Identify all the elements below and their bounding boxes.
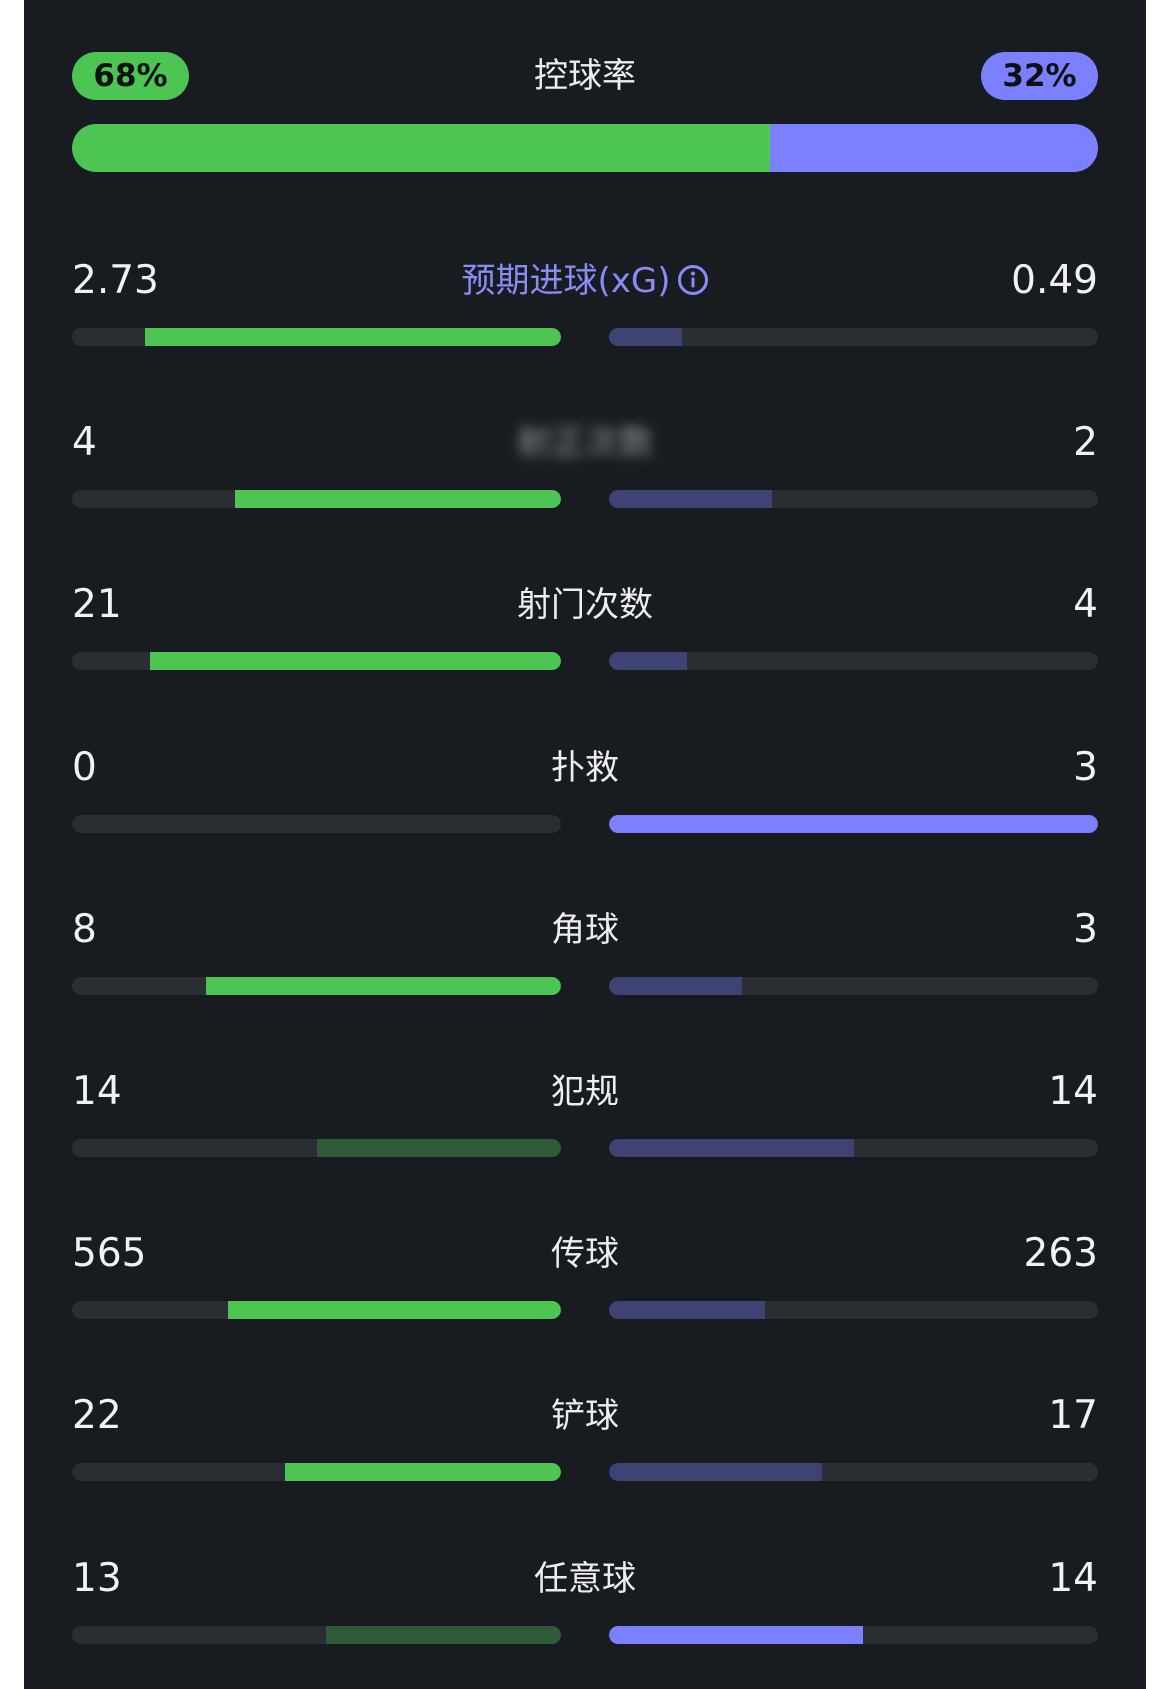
stat-label: 铲球 [72,1391,1098,1441]
possession-bar-home [72,124,770,172]
possession-bar [72,124,1098,172]
away-value: 2 [1073,420,1098,466]
stat-label: 扑救 [72,743,1098,793]
home-bar-fill [316,1139,561,1157]
stat-label-text: 任意球 [534,1558,636,1599]
home-bar-fill [234,490,561,509]
home-value: 2.73 [72,258,159,303]
stat-label-text: 射门次数 [517,585,653,626]
away-bar-fill [609,1301,765,1320]
home-bar-fill [325,1625,561,1644]
home-bar-track [72,976,561,995]
match-stats-panel: 68% 控球率 32% 2.73 预期进球(xG) 0.49 4 射正次数 2 21 射门次数… [24,0,1146,1689]
away-value: 14 [1048,1555,1098,1601]
home-bar-fill [145,328,561,346]
stat-row-shots: 21 射门次数 4 [72,580,1098,680]
home-bar-fill [205,976,561,995]
stat-label-text: 传球 [551,1234,619,1275]
home-bar-track [72,814,561,833]
home-bar-track [72,1463,561,1482]
stat-row-passes: 565 传球 263 [72,1229,1098,1329]
away-value: 17 [1048,1393,1098,1439]
home-value: 8 [72,906,97,952]
away-bar-track [609,1301,1098,1320]
away-bar-fill [609,1139,854,1157]
away-value: 0.49 [1011,258,1098,303]
stat-label-text: 射正次数 [517,423,653,464]
away-bar-track [609,1139,1098,1157]
away-bar-fill [609,328,683,346]
info-icon[interactable] [677,264,709,296]
home-bar-fill [285,1463,561,1482]
stat-label: 射门次数 [72,580,1098,630]
home-value: 0 [72,744,97,790]
stat-row-tackles: 22 铲球 17 [72,1391,1098,1491]
away-value: 3 [1073,744,1098,790]
home-bar-track [72,1139,561,1157]
stat-row-corners: 8 角球 3 [72,905,1098,1005]
home-value: 13 [72,1555,122,1601]
home-value: 565 [72,1231,147,1277]
stat-row-xg: 2.73 预期进球(xG) 0.49 [72,256,1098,356]
home-bar-track [72,652,561,671]
away-bar-fill [609,976,743,995]
away-bar-fill [609,490,772,509]
stat-label: 预期进球(xG) [72,256,1098,306]
stat-label-text: 扑救 [551,747,619,788]
home-value: 14 [72,1069,122,1114]
away-bar-track [609,652,1098,671]
home-bar-track [72,490,561,509]
home-possession-badge: 68% [72,52,189,100]
away-possession-badge: 32% [981,52,1098,100]
stat-row-saves: 0 扑救 3 [72,743,1098,843]
home-bar-track [72,1301,561,1320]
home-bar-track [72,328,561,346]
stat-label-text: 角球 [551,909,619,950]
away-bar-track [609,490,1098,509]
stat-label-text: 铲球 [551,1396,619,1437]
stat-row-freekicks: 13 任意球 14 [72,1554,1098,1654]
home-bar-fill [227,1301,561,1320]
stats-content: 68% 控球率 32% 2.73 预期进球(xG) 0.49 4 射正次数 2 21 射门次数… [72,0,1098,1689]
stat-label-text: 犯规 [551,1072,619,1112]
possession-bar-away [769,124,1098,172]
stat-label-text: 预期进球(xG) [461,261,671,301]
stat-row-blurred: 4 射正次数 2 [72,418,1098,518]
stat-row-fouls: 14 犯规 14 [72,1067,1098,1167]
away-value: 14 [1048,1069,1098,1114]
away-value: 4 [1073,582,1098,628]
away-bar-track [609,976,1098,995]
away-bar-track [609,1463,1098,1482]
away-bar-track [609,814,1098,833]
stat-label: 角球 [72,905,1098,955]
home-value: 21 [72,582,122,628]
possession-label: 控球率 [534,56,636,96]
stat-label: 射正次数 [72,418,1098,468]
home-value: 4 [72,420,97,466]
home-bar-fill [150,652,561,671]
away-value: 3 [1073,906,1098,952]
away-value: 263 [1023,1231,1098,1277]
home-bar-track [72,1625,561,1644]
away-bar-track [609,1625,1098,1644]
stat-label: 任意球 [72,1554,1098,1604]
away-bar-fill [609,1625,863,1644]
stat-label: 犯规 [72,1067,1098,1117]
away-bar-fill [609,652,688,671]
possession-header: 68% 控球率 32% [72,52,1098,100]
stat-label: 传球 [72,1229,1098,1279]
away-bar-fill [609,814,1098,833]
away-bar-fill [609,1463,823,1482]
home-value: 22 [72,1393,122,1439]
away-bar-track [609,328,1098,346]
